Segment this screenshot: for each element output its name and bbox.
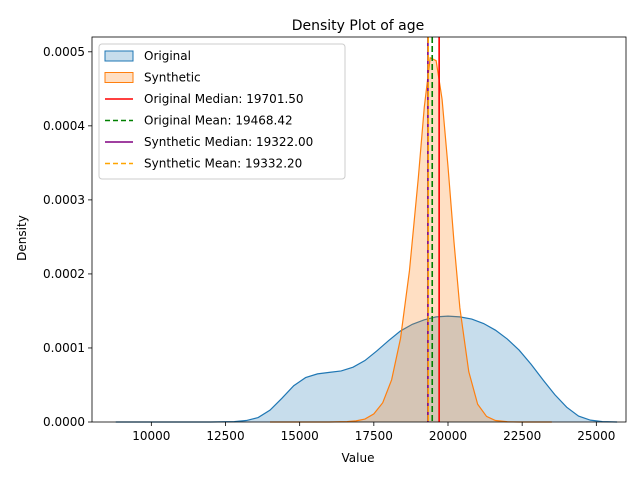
x-tick-label: 20000 bbox=[429, 429, 467, 443]
y-tick-label: 0.0000 bbox=[43, 415, 85, 429]
x-tick-label: 12500 bbox=[206, 429, 244, 443]
legend-swatch-synthetic bbox=[104, 72, 134, 83]
density-curve-original bbox=[115, 315, 618, 423]
x-axis-title: Value bbox=[342, 451, 375, 465]
axes: 10000 12500 15000 17500 20000 22500 25000 0.000… bbox=[43, 36, 627, 443]
legend-label-ref-2: Synthetic Median: 19322.00 bbox=[144, 135, 313, 149]
density-area-synthetic bbox=[270, 57, 552, 422]
legend: Original Synthetic Original Median: 19701.… bbox=[98, 43, 346, 180]
x-tick-label: 25000 bbox=[577, 429, 615, 443]
y-tick-label: 0.0004 bbox=[43, 119, 85, 133]
legend-label-ref-3: Synthetic Mean: 19332.20 bbox=[144, 157, 302, 171]
y-tick-label: 0.0001 bbox=[43, 341, 85, 355]
y-tick-label: 0.0002 bbox=[43, 267, 85, 281]
plot-area bbox=[115, 37, 618, 423]
legend-swatch-original bbox=[104, 50, 134, 62]
axes-frame bbox=[91, 36, 627, 423]
legend-box bbox=[98, 43, 346, 180]
legend-label-ref-1: Original Mean: 19468.42 bbox=[144, 114, 293, 128]
legend-label-ref-0: Original Median: 19701.50 bbox=[144, 92, 304, 106]
legend-label-original: Original bbox=[144, 49, 191, 63]
density-curve-synthetic bbox=[270, 56, 552, 423]
x-tick-label: 10000 bbox=[132, 429, 170, 443]
y-tick-label: 0.0003 bbox=[43, 193, 85, 207]
x-tick-label: 15000 bbox=[281, 429, 319, 443]
density-area-original bbox=[115, 316, 618, 422]
chart-title: Density Plot of age bbox=[292, 18, 425, 34]
x-tick-label: 22500 bbox=[503, 429, 541, 443]
x-tick-label: 17500 bbox=[355, 429, 393, 443]
legend-label-synthetic: Synthetic bbox=[144, 71, 201, 85]
y-axis-title: Density bbox=[15, 215, 29, 261]
y-tick-label: 0.0005 bbox=[43, 45, 85, 59]
